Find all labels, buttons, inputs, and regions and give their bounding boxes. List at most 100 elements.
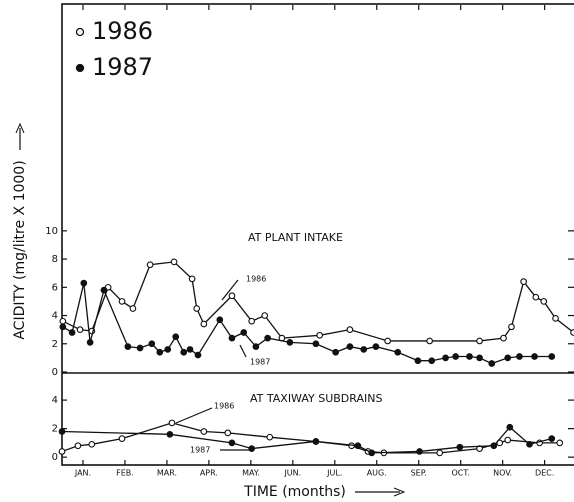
data-point	[188, 275, 196, 283]
y-tick-label: 8	[52, 254, 58, 265]
series-line	[62, 282, 552, 365]
data-point	[372, 343, 380, 350]
data-point	[180, 348, 188, 356]
data-point	[368, 449, 376, 457]
y-arrow-head	[15, 122, 25, 134]
data-point	[426, 337, 433, 345]
annotation: 1987	[250, 358, 270, 367]
data-point	[442, 354, 449, 362]
annotation-arrow	[239, 344, 247, 358]
y-tick-label: 6	[52, 282, 58, 293]
series-line	[62, 261, 574, 342]
x-tick-label: MAR.	[157, 469, 177, 478]
annotation-arrow	[221, 279, 239, 301]
data-point	[346, 343, 354, 350]
data-point	[428, 357, 436, 365]
annotation: 1986	[214, 402, 234, 411]
data-point	[200, 320, 208, 328]
data-point	[168, 419, 176, 427]
data-point	[520, 278, 527, 286]
data-point	[488, 360, 496, 367]
data-point	[86, 339, 94, 346]
data-point	[416, 448, 423, 455]
data-point	[248, 317, 256, 325]
data-point	[508, 323, 515, 331]
x-tick-label: OCT.	[452, 469, 470, 478]
data-point	[186, 346, 194, 353]
data-point	[526, 440, 533, 448]
data-point	[436, 449, 444, 457]
data-point	[346, 326, 354, 334]
data-point	[552, 315, 559, 322]
data-point	[532, 293, 540, 301]
y-axis-label: ACIDITY (mg/litre X 1000)	[12, 160, 28, 339]
annotation: 1987	[190, 446, 210, 455]
data-point	[548, 435, 556, 442]
data-point	[264, 334, 271, 342]
annotation: AT PLANT INTAKE	[248, 231, 343, 244]
data-point	[531, 353, 538, 360]
data-point	[216, 316, 224, 324]
x-tick-label: NOV.	[493, 469, 512, 478]
data-point	[384, 337, 392, 345]
data-point	[266, 433, 274, 441]
data-point	[193, 305, 201, 312]
legend-label: 1986	[92, 17, 153, 45]
y-tick-label: 0	[52, 367, 58, 378]
data-point	[59, 323, 67, 331]
x-tick-label: JUN.	[283, 469, 301, 478]
data-point	[124, 343, 132, 350]
data-point	[354, 442, 362, 450]
x-arrow-head	[393, 487, 406, 497]
data-point	[59, 317, 67, 325]
data-point	[476, 354, 483, 362]
data-point	[172, 333, 180, 341]
data-point	[332, 348, 339, 356]
data-point	[248, 445, 256, 452]
data-point	[58, 448, 66, 455]
x-tick-label: JUL.	[326, 469, 342, 478]
data-point	[548, 353, 556, 360]
data-point	[500, 334, 507, 342]
data-point	[136, 344, 144, 352]
data-point	[164, 346, 172, 353]
y-tick-label: 0	[52, 452, 58, 463]
series-line	[61, 422, 560, 454]
data-point	[360, 346, 368, 353]
data-point	[556, 439, 564, 447]
data-point	[228, 292, 236, 300]
data-point	[58, 428, 66, 435]
x-axis-label: TIME (months)	[243, 484, 346, 500]
legend-marker	[75, 63, 85, 73]
plot-frame	[61, 3, 574, 466]
data-point	[76, 326, 84, 334]
data-point	[148, 340, 156, 348]
data-point	[200, 428, 208, 435]
y-tick-label: 10	[45, 226, 58, 237]
data-point	[312, 438, 320, 445]
data-point	[170, 258, 178, 266]
data-point	[224, 429, 232, 437]
data-point	[476, 337, 483, 345]
data-point	[194, 351, 202, 359]
data-point	[118, 435, 126, 442]
data-point	[74, 442, 82, 450]
data-point	[312, 340, 320, 348]
data-point	[452, 353, 460, 360]
data-point	[516, 353, 523, 360]
data-point	[228, 439, 236, 447]
x-tick-label: JAN.	[74, 469, 91, 478]
data-point	[156, 348, 164, 356]
data-point	[261, 312, 269, 319]
x-tick-label: AUG.	[367, 469, 387, 478]
x-tick-label: MAY.	[242, 469, 260, 478]
annotation-arrow	[175, 407, 213, 424]
data-point	[68, 329, 76, 336]
data-point	[286, 339, 294, 346]
data-point	[456, 443, 464, 451]
data-point	[228, 334, 236, 342]
data-point	[118, 298, 126, 305]
x-tick-label: FEB.	[116, 469, 134, 478]
data-point	[504, 354, 512, 362]
